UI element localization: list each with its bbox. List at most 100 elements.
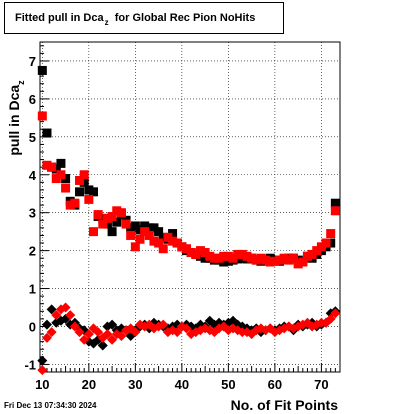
data-point-square-s0 [61,174,71,184]
x-tick-label: 60 [268,377,282,392]
data-point-diamond-s3 [60,302,71,313]
data-point-diamond-s3 [46,327,57,338]
data-point-square-s1 [275,255,285,265]
data-point-square-s1 [116,208,126,218]
data-point-square-s1 [312,246,322,256]
data-point-diamond-s3 [181,323,192,334]
data-point-square-s1 [326,229,336,239]
data-point-square-s0 [98,213,108,223]
data-point-square-s1 [214,253,224,263]
data-point-square-s0 [154,227,164,237]
data-point-square-s1 [126,230,136,240]
data-point-square-s1 [93,210,103,220]
data-point-square-s0 [42,128,52,138]
data-point-diamond-s3 [51,310,62,321]
data-point-square-s1 [288,253,298,263]
data-point-square-s1 [247,253,257,263]
data-point-square-s0 [326,238,336,248]
data-point-diamond-s3 [325,313,336,324]
data-point-square-s0 [200,253,210,263]
data-point-square-s1 [237,249,247,259]
data-point-square-s1 [70,198,80,208]
data-point-square-s1 [47,162,57,172]
data-point-square-s0 [330,198,340,208]
data-point-diamond-s3 [74,327,85,338]
y-tick-label: 3 [29,206,36,221]
grid-lines [40,42,340,372]
data-point-square-s1 [61,183,71,193]
data-point-square-s1 [284,255,294,265]
y-axis-title-group: pull in Dcaz [6,80,26,156]
chart-title: Fitted pull in Dcaz for Global Rec Pion … [15,12,255,27]
data-point-square-s0 [168,229,178,239]
data-point-square-s1 [121,219,131,229]
data-point-square-s1 [149,236,159,246]
y-tick-label: 5 [29,130,36,145]
data-point-diamond-s3 [158,319,169,330]
data-point-square-s0 [140,221,150,231]
data-point-square-s1 [135,234,145,244]
data-points [37,65,341,376]
data-point-square-s0 [51,164,61,174]
data-point-square-s1 [140,227,150,237]
x-tick-label: 50 [221,377,235,392]
x-tick-label: 30 [128,377,142,392]
data-point-diamond-s3 [93,327,104,338]
y-tick-label: 6 [29,92,36,107]
axis-ticks [40,45,341,373]
data-point-square-s1 [42,160,52,170]
data-point-square-s1 [293,259,303,269]
data-point-square-s1 [302,251,312,261]
data-point-square-s0 [112,217,122,227]
y-axis-title-subscript: z [16,80,26,85]
data-point-diamond-s2 [107,319,118,330]
data-point-square-s1 [75,175,85,185]
data-point-square-s0 [149,223,159,233]
data-point-square-s1 [219,251,229,261]
data-point-square-s1 [168,236,178,246]
data-point-square-s1 [84,194,94,204]
data-point-diamond-s3 [116,330,127,341]
data-point-square-s1 [298,257,308,267]
data-point-square-s1 [223,251,233,261]
plot-frame [39,41,341,373]
data-point-diamond-s2 [37,355,48,366]
data-point-square-s1 [177,242,187,252]
data-point-square-s0 [126,223,136,233]
y-axis-title-main: pull in Dca [6,85,22,156]
data-point-square-s0 [88,187,98,197]
data-point-square-s1 [158,244,168,254]
data-point-square-s0 [56,158,66,168]
data-point-square-s0 [144,223,154,233]
y-tick-label: 1 [29,282,36,297]
data-point-square-s1 [65,200,75,210]
data-point-diamond-s2 [41,319,52,330]
data-point-square-s1 [233,249,243,259]
data-point-square-s0 [219,257,229,267]
data-point-square-s1 [112,206,122,216]
x-tick-label: 10 [35,377,49,392]
data-point-square-s1 [316,242,326,252]
x-tick-label: 40 [175,377,189,392]
data-point-diamond-s3 [130,327,141,338]
data-point-square-s1 [144,230,154,240]
y-tick-label: 7 [29,54,36,69]
y-tick-label: 0 [29,319,36,334]
data-point-square-s1 [88,227,98,237]
data-point-diamond-s3 [330,308,341,319]
chart-title-box: Fitted pull in Dcaz for Global Rec Pion … [4,2,284,34]
chart-title-subscript: z [104,18,109,27]
data-point-square-s0 [135,225,145,235]
data-point-diamond-s3 [65,310,76,321]
data-point-diamond-s3 [107,334,118,345]
data-point-diamond-s2 [97,340,108,351]
data-point-square-s0 [130,221,140,231]
data-point-square-s1 [251,255,261,265]
data-point-square-s1 [321,238,331,248]
data-point-diamond-s3 [41,332,52,343]
data-point-square-s1 [154,238,164,248]
data-point-diamond-s3 [79,334,90,345]
data-point-square-s1 [172,238,182,248]
data-point-square-s1 [265,257,275,267]
